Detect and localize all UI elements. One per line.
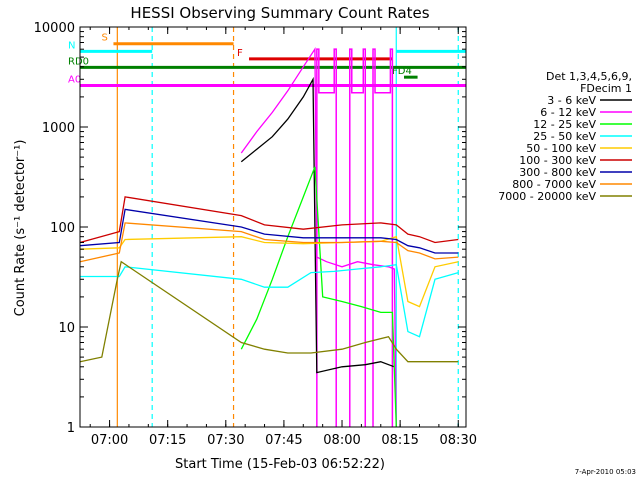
legend-label-4: 50 - 100 keV xyxy=(526,142,596,155)
legend-header-line-2: FDecim 1 xyxy=(580,82,632,95)
x-tick-label-1: 07:15 xyxy=(149,433,186,448)
x-tick-label-3: 07:45 xyxy=(265,433,302,448)
flag-bar-label-5: FD4 xyxy=(392,66,412,77)
y-tick-label-3: 1000 xyxy=(42,121,75,136)
y-tick-label-2: 100 xyxy=(50,221,75,236)
legend-label-7: 800 - 7000 keV xyxy=(512,178,596,191)
flag-bar-label-3: F xyxy=(237,48,243,59)
flag-bar-label-1: N xyxy=(68,40,75,51)
legend-label-5: 100 - 300 keV xyxy=(519,154,596,167)
legend-label-8: 7000 - 20000 keV xyxy=(498,190,596,203)
x-tick-label-0: 07:00 xyxy=(91,433,128,448)
series-line-0 xyxy=(240,76,395,374)
x-tick-label-2: 07:30 xyxy=(207,433,244,448)
series-line-5 xyxy=(79,196,459,244)
series-line-3 xyxy=(80,263,459,338)
plot-area: S N F RD0 FD4 A0 xyxy=(68,27,466,428)
y-tick-label-1: 10 xyxy=(58,321,75,336)
axes: 07:00 07:15 07:30 07:45 08:00 08:15 08:30 1 10 10… xyxy=(34,21,477,448)
series-line-8 xyxy=(79,260,459,363)
chart-title: HESSI Observing Summary Count Rates xyxy=(130,4,429,22)
flag-bar-label-4: RD0 xyxy=(68,56,89,67)
series-line-6 xyxy=(79,208,459,254)
y-axis-label: Count Rate (s⁻¹ detector⁻¹) xyxy=(13,140,28,317)
attenuator-pulse-0 xyxy=(316,48,337,427)
legend-label-6: 300 - 800 keV xyxy=(519,166,596,179)
attenuator-pulse-2 xyxy=(372,48,394,427)
legend-label-2: 12 - 25 keV xyxy=(533,118,596,131)
legend-label-0: 3 - 6 keV xyxy=(547,94,596,107)
legend-label-1: 6 - 12 keV xyxy=(540,106,596,119)
legend-header-line-1: Det 1,3,4,5,6,9, xyxy=(546,70,632,83)
y-tick-label-4: 10000 xyxy=(34,21,75,36)
attenuator-pulse-1 xyxy=(349,48,367,427)
timestamp: 7-Apr-2010 05:03 xyxy=(575,468,636,476)
flag-bar-label-0: S xyxy=(101,33,107,44)
x-tick-label-4: 08:00 xyxy=(323,433,360,448)
x-tick-label-6: 08:30 xyxy=(440,433,477,448)
x-tick-label-5: 08:15 xyxy=(381,433,418,448)
y-tick-label-0: 1 xyxy=(67,421,75,436)
x-axis-label: Start Time (15-Feb-03 06:52:22) xyxy=(175,457,385,472)
series-line-2 xyxy=(240,166,397,428)
flag-bar-label-6: A0 xyxy=(68,75,81,86)
legend-label-3: 25 - 50 keV xyxy=(533,130,596,143)
series-line-7 xyxy=(79,222,459,263)
